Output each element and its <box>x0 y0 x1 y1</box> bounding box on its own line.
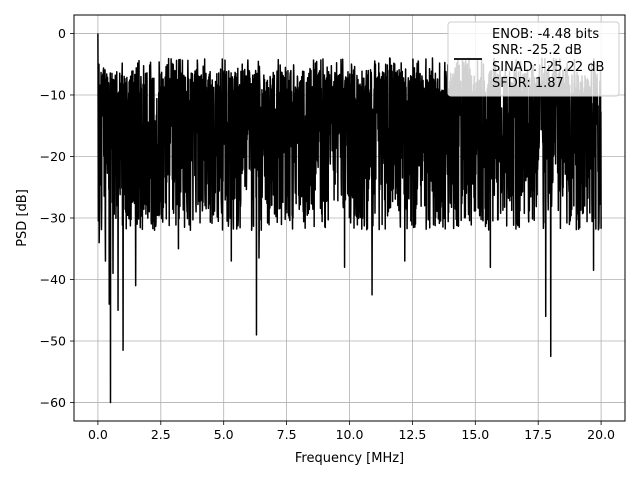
legend: ENOB: -4.48 bits SNR: -25.2 dB SINAD: -2… <box>447 21 620 97</box>
x-tick-label: 17.5 <box>524 427 552 442</box>
y-axis-label: PSD [dB] <box>15 189 30 247</box>
y-tick-label: −40 <box>40 272 66 287</box>
y-tick-label: −60 <box>40 395 66 410</box>
y-tick-label: −30 <box>40 211 66 226</box>
psd-series <box>97 33 602 404</box>
x-tick-label: 10.0 <box>336 427 364 442</box>
x-tick-label: 0.0 <box>88 427 108 442</box>
x-tick-label: 7.5 <box>277 427 297 442</box>
y-tick-label: −50 <box>40 334 66 349</box>
legend-entry-snr: SNR: -25.2 dB <box>492 43 582 58</box>
x-tick-label: 2.5 <box>151 427 171 442</box>
x-axis-label: Frequency [MHz] <box>295 451 404 466</box>
legend-box <box>447 21 620 97</box>
x-tick-label: 5.0 <box>214 427 234 442</box>
legend-entry-enob: ENOB: -4.48 bits <box>492 27 599 42</box>
y-axis-ticks: 0 −10 −20 −30 −40 −50 −60 <box>40 26 74 410</box>
x-axis-ticks: 0.0 2.5 5.0 7.5 10.0 12.5 15.0 17.5 20.0 <box>88 421 615 442</box>
x-tick-label: 12.5 <box>398 427 426 442</box>
y-tick-label: −20 <box>40 149 66 164</box>
y-tick-label: 0 <box>58 26 66 41</box>
y-tick-label: −10 <box>40 87 66 102</box>
psd-line <box>97 33 602 404</box>
x-tick-label: 15.0 <box>461 427 489 442</box>
legend-entry-sfdr: SFDR: 1.87 <box>492 76 564 91</box>
legend-entry-sinad: SINAD: -25.22 dB <box>492 60 604 75</box>
x-tick-label: 20.0 <box>587 427 615 442</box>
